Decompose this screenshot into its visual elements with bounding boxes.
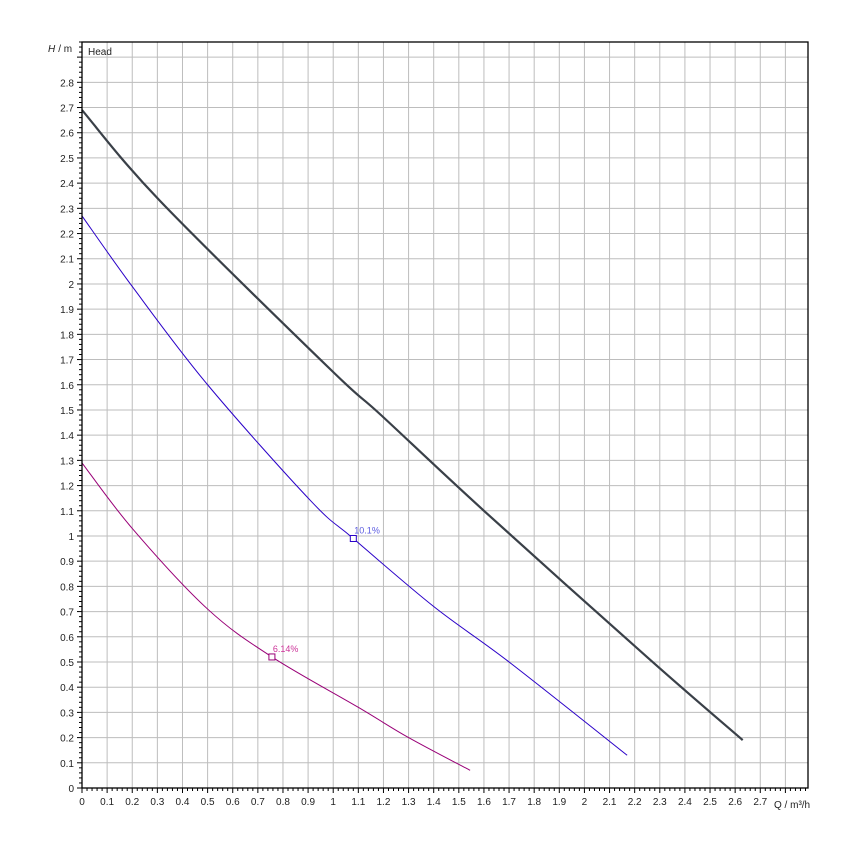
operating-point-marker [268,653,276,661]
y-tick-label: 2.8 [60,78,74,89]
y-tick-label: 1.3 [60,456,74,467]
x-tick-label: 2.7 [753,797,767,808]
x-tick-label: 1.9 [552,797,566,808]
y-tick-label: 2.3 [60,204,74,215]
x-tick-label: 1.4 [427,797,441,808]
x-tick-label: 0.9 [301,797,315,808]
y-tick-label: 0.8 [60,582,74,593]
x-tick-label: 1.8 [527,797,541,808]
x-tick-label: 0.6 [226,797,240,808]
x-tick-label: 0.2 [125,797,139,808]
operating-point-label: 6.14% [273,644,299,654]
y-tick-label: 1.7 [60,356,74,367]
y-tick-label: 2.1 [60,255,74,266]
y-axis-symbol: H [48,44,56,55]
x-tick-label: 0.1 [100,797,114,808]
x-tick-label: 0 [79,797,85,808]
x-tick-label: 0.5 [201,797,215,808]
x-tick-label: 2.1 [603,797,617,808]
y-axis-unit: / m [58,44,72,55]
y-tick-label: 0.2 [60,734,74,745]
x-tick-label: 2.6 [728,797,742,808]
x-tick-label: 1.6 [477,797,491,808]
series-group: 10.1% 6.14% [81,109,744,771]
y-tick-label: 2 [68,280,74,291]
x-tick-label: 2.5 [703,797,717,808]
y-tick-label: 0.1 [60,759,74,770]
y-tick-label: 1.9 [60,305,74,316]
head-label: Head [88,47,112,58]
series-line [81,215,628,756]
x-tick-label: 2 [582,797,588,808]
x-tick-label: 2.3 [653,797,667,808]
x-tick-label: 2.4 [678,797,692,808]
plot-frame [81,41,809,789]
y-tick-label: 2.4 [60,179,74,190]
x-tick-label: 0.3 [150,797,164,808]
x-tick-label: 2.2 [628,797,642,808]
y-tick-label: 1 [68,532,74,543]
x-tick-label: 0.8 [276,797,290,808]
y-tick-label: 1.8 [60,330,74,341]
y-tick-label: 1.5 [60,406,74,417]
y-tick-label: 2.6 [60,129,74,140]
y-tick-label: 1.6 [60,381,74,392]
x-tick-label: 1.3 [402,797,416,808]
y-tick-label: 0.5 [60,658,74,669]
y-tick-label: 0.9 [60,557,74,568]
y-tick-label: 1.1 [60,507,74,518]
y-tick-label: 1.4 [60,431,74,442]
y-tick-label: 0.3 [60,708,74,719]
y-tick-label: 0.4 [60,683,74,694]
axis-ticks: 0 0.1 0.2 0.3 0.4 0.5 0.6 0.7 0.8 0.9 1 1.1 1.2 1.3 1.… [60,41,806,808]
y-tick-label: 0 [68,784,74,795]
x-tick-label: 1.7 [502,797,516,808]
y-tick-label: 2.7 [60,104,74,115]
operating-point-label: 10.1% [354,525,380,535]
y-tick-label: 0.6 [60,633,74,644]
grid [82,42,808,788]
operating-point-marker [349,534,357,542]
x-axis-label: Q / m³/h [774,800,810,811]
x-tick-label: 1.5 [452,797,466,808]
series-line [81,462,471,771]
x-tick-label: 1.2 [377,797,391,808]
y-tick-label: 2.5 [60,154,74,165]
series-line [81,109,744,741]
y-tick-label: 0.7 [60,608,74,619]
x-tick-label: 1 [330,797,336,808]
x-tick-label: 1.1 [351,797,365,808]
x-tick-label: 0.4 [176,797,190,808]
y-axis-label: H / m [48,44,72,55]
y-tick-label: 1.2 [60,482,74,493]
y-tick-label: 2.2 [60,230,74,241]
x-tick-label: 0.7 [251,797,265,808]
